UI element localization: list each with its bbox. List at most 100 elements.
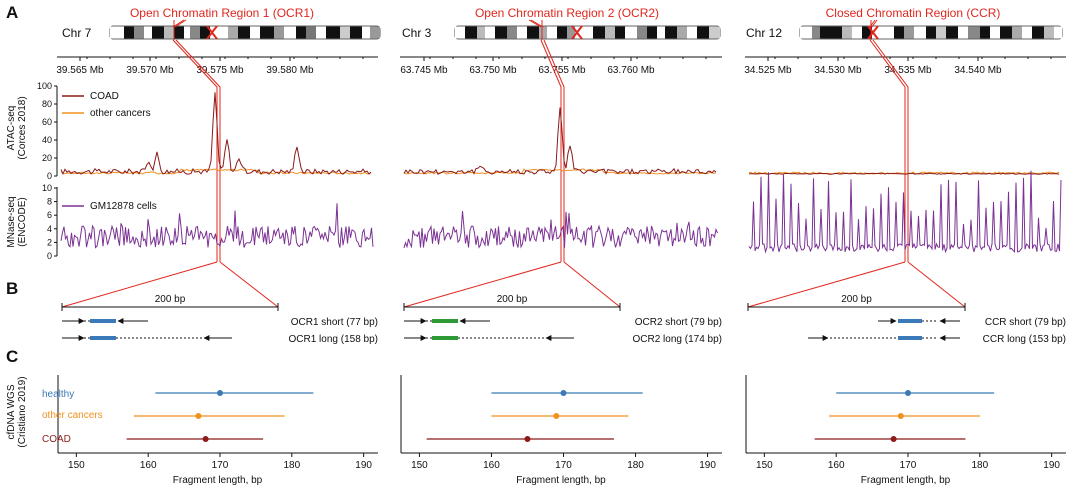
ideogram-band — [370, 26, 380, 39]
ideogram-band — [174, 26, 184, 39]
ideogram-band — [904, 26, 914, 39]
atac-ytick-label: 40 — [42, 135, 52, 145]
ideogram-band — [238, 26, 250, 39]
cfdna-ylabel-line2: (Cristiano 2019) — [17, 376, 28, 447]
atac-legend: COAD other cancers — [62, 91, 151, 119]
ideogram-band — [615, 26, 625, 39]
ideogram-band — [832, 26, 842, 39]
region-title: Open Chromatin Region 2 (OCR2) — [475, 6, 659, 20]
ideogram-band — [677, 26, 687, 39]
mnase-ytick-label: 4 — [47, 224, 52, 234]
cfdna-xtick-label: 190 — [699, 460, 716, 471]
zoom-line — [872, 39, 909, 262]
chromosome-label: Chr 7 — [62, 26, 92, 40]
ideogram-band — [316, 26, 326, 39]
cfdna-ylabel-line1: cfDNA WGS — [6, 384, 17, 439]
bp-label: 200 bp — [497, 294, 528, 305]
ideogram-band — [517, 26, 527, 39]
ideogram-band — [820, 26, 832, 39]
atac-ytick-label: 80 — [42, 99, 52, 109]
cfdna-xtick-label: 150 — [411, 460, 428, 471]
ideogram-band — [936, 26, 946, 39]
cfdna-plot: 150 160 170 180 190 Fragment length, bp — [745, 375, 1066, 486]
mnase-ytick-label: 2 — [47, 237, 52, 247]
fragment-long-label: OCR1 long (158 bp) — [289, 334, 379, 345]
region-title: Open Chromatin Region 1 (OCR1) — [130, 6, 314, 20]
cfdna-xtick-label: 190 — [355, 460, 372, 471]
ideogram-band — [539, 26, 547, 39]
ideogram-band — [557, 26, 567, 39]
ideogram-band — [362, 26, 370, 39]
ideogram-band — [485, 26, 495, 39]
atac-coad-trace — [60, 92, 372, 176]
cfdna-xtick-label: 180 — [283, 460, 300, 471]
ideogram-band — [296, 26, 306, 39]
legend-other-cancers: other cancers — [90, 108, 151, 119]
cfdna-xtick-label: 160 — [483, 460, 500, 471]
zoom-connector — [172, 19, 185, 28]
bp-zoom-line — [907, 261, 966, 308]
cfdna-xlabel: Fragment length, bp — [861, 475, 951, 486]
region-title: Closed Chromatin Region (CCR) — [826, 6, 1001, 20]
ideogram-band — [228, 26, 238, 39]
ideogram-band — [1022, 26, 1032, 39]
centromere-mark — [206, 25, 218, 40]
chromosome-ideogram — [454, 25, 721, 40]
ideogram-band — [527, 26, 539, 39]
zoom-line — [543, 39, 565, 262]
ideogram-band — [250, 26, 260, 39]
region-column-ocr2: Open Chromatin Region 2 (OCR2) Chr 3 63.74… — [400, 6, 722, 486]
mnase-ylabel-line1: MNase-seq — [6, 196, 17, 247]
fragment-diagram — [62, 318, 232, 341]
bp-label: 200 bp — [841, 294, 872, 305]
atac-ytick-label: 60 — [42, 117, 52, 127]
genome-tick-label: 39.570 Mb — [126, 65, 174, 76]
ideogram-band — [980, 26, 990, 39]
ideogram-band — [625, 26, 637, 39]
ideogram-band — [800, 26, 812, 39]
cfdna-xtick-label: 180 — [627, 460, 644, 471]
ideogram-band — [812, 26, 820, 39]
genome-tick-label: 63.745 Mb — [400, 65, 448, 76]
ideogram-band — [190, 26, 200, 39]
ideogram-band — [144, 26, 152, 39]
atac-other-cancers-trace — [749, 171, 1060, 175]
panel-letter-a: A — [6, 3, 18, 22]
ideogram-band — [583, 26, 593, 39]
cfdna-xtick-label: 170 — [212, 460, 229, 471]
ideogram-band — [152, 26, 164, 39]
mnase-yaxis: 0 2 4 6 8 10 — [42, 183, 58, 261]
ideogram-band — [220, 26, 228, 39]
ideogram-band — [1032, 26, 1044, 39]
atac-ylabel-line2: (Corces 2018) — [17, 96, 28, 159]
atac-ytick-label: 20 — [42, 153, 52, 163]
ideogram-band — [946, 26, 958, 39]
atac-ytick-label: 0 — [47, 171, 52, 181]
legend-cfdna-coad: COAD — [42, 434, 71, 445]
ideogram-band — [605, 26, 615, 39]
legend-cfdna-other: other cancers — [42, 410, 103, 421]
ideogram-band — [134, 26, 144, 39]
ideogram-band — [455, 26, 465, 39]
fragment-short-label: OCR2 short (79 bp) — [635, 317, 722, 328]
cfdna-xtick-label: 170 — [555, 460, 572, 471]
fragment-short-label: CCR short (79 bp) — [985, 317, 1066, 328]
cfdna-other-point — [897, 413, 904, 419]
panel-letter-b: B — [6, 279, 18, 298]
mnase-ylabel: MNase-seq (ENCODE) — [6, 196, 28, 247]
ideogram-band — [567, 26, 575, 39]
chromosome-label: Chr 12 — [746, 26, 782, 40]
ideogram-band — [164, 26, 174, 39]
mnase-ytick-label: 0 — [47, 251, 52, 261]
ideogram-band — [1044, 26, 1054, 39]
legend-coad: COAD — [90, 91, 119, 102]
cfdna-xtick-label: 190 — [1043, 460, 1060, 471]
atac-ylabel-line1: ATAC-seq — [6, 106, 17, 151]
zoom-connector — [871, 19, 878, 28]
atac-yaxis: 0 20 40 60 80 100 — [37, 81, 58, 181]
ideogram-band — [593, 26, 605, 39]
ideogram-band — [306, 26, 316, 39]
ideogram-band — [862, 26, 872, 39]
atac-coad-trace — [403, 107, 717, 176]
